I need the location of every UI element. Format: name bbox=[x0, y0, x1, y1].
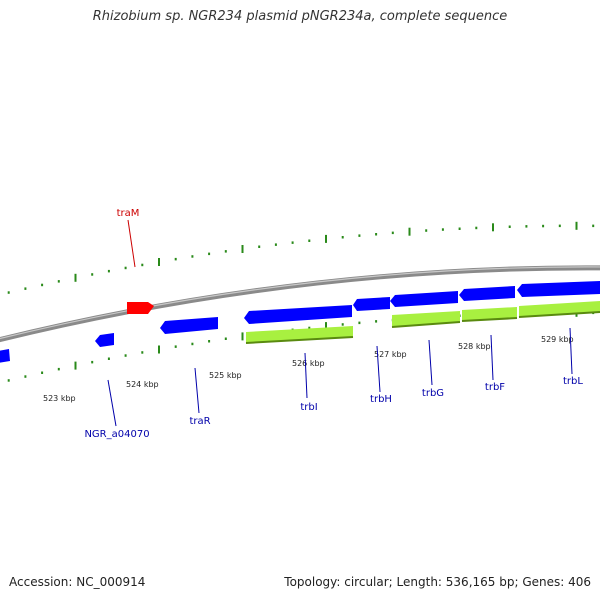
plasmid-backbone bbox=[0, 265, 600, 343]
gene-label-traM[interactable]: traM bbox=[117, 208, 140, 219]
gene-label-trbL[interactable]: trbL bbox=[563, 376, 583, 387]
leader-trbL bbox=[569, 327, 573, 375]
leader-trbH bbox=[376, 345, 381, 393]
cds-trbL-edge bbox=[518, 311, 600, 318]
kbp-label-525: 525 kbp bbox=[209, 371, 242, 380]
kbp-label-524: 524 kbp bbox=[126, 380, 159, 389]
cds-trbG-edge bbox=[391, 321, 461, 328]
kbp-label-528: 528 kbp bbox=[458, 342, 491, 351]
gene-traR[interactable] bbox=[160, 317, 218, 334]
plasmid-backbone-highlight bbox=[0, 266, 600, 340]
gene-label-trbF[interactable]: trbF bbox=[485, 382, 505, 393]
gene-label-trbI[interactable]: trbI bbox=[300, 402, 317, 413]
outer-tick-row bbox=[7, 221, 595, 294]
kbp-label-523: 523 kbp bbox=[43, 394, 76, 403]
gene-trbI[interactable] bbox=[244, 305, 352, 324]
accession-label: Accession: NC_000914 bbox=[9, 575, 146, 589]
kbp-label-529: 529 kbp bbox=[541, 335, 574, 344]
gene-trbF[interactable] bbox=[459, 286, 515, 301]
sequence-summary: Topology: circular; Length: 536,165 bp; … bbox=[284, 575, 591, 589]
gene-trbH[interactable] bbox=[353, 297, 390, 311]
leader-NGR_a04070 bbox=[107, 379, 117, 427]
gene-left-edge[interactable] bbox=[0, 349, 10, 363]
cds-trbF-edge bbox=[461, 317, 518, 322]
gene-label-trbH[interactable]: trbH bbox=[370, 394, 392, 405]
leader-trbG bbox=[428, 339, 433, 386]
cds-trbF[interactable] bbox=[462, 307, 517, 321]
leader-trbI bbox=[304, 352, 308, 399]
gene-trbL[interactable] bbox=[517, 281, 600, 297]
gene-NGR_a04070[interactable] bbox=[95, 333, 114, 347]
gene-label-trbG[interactable]: trbG bbox=[422, 388, 444, 399]
leader-trbF bbox=[490, 334, 494, 381]
cds-trbI-edge bbox=[245, 336, 354, 344]
gene-trbG[interactable] bbox=[390, 291, 458, 307]
gene-traM[interactable] bbox=[127, 302, 154, 314]
cds-trbI[interactable] bbox=[246, 326, 353, 343]
map-title: Rhizobium sp. NGR234 plasmid pNGR234a, c… bbox=[92, 9, 508, 24]
leader-traM bbox=[127, 219, 136, 268]
leader-traR bbox=[194, 367, 200, 414]
kbp-label-526: 526 kbp bbox=[292, 359, 325, 368]
gene-label-traR[interactable]: traR bbox=[189, 416, 210, 427]
kbp-label-527: 527 kbp bbox=[374, 350, 407, 359]
gene-label-NGR_a04070[interactable]: NGR_a04070 bbox=[84, 429, 149, 440]
